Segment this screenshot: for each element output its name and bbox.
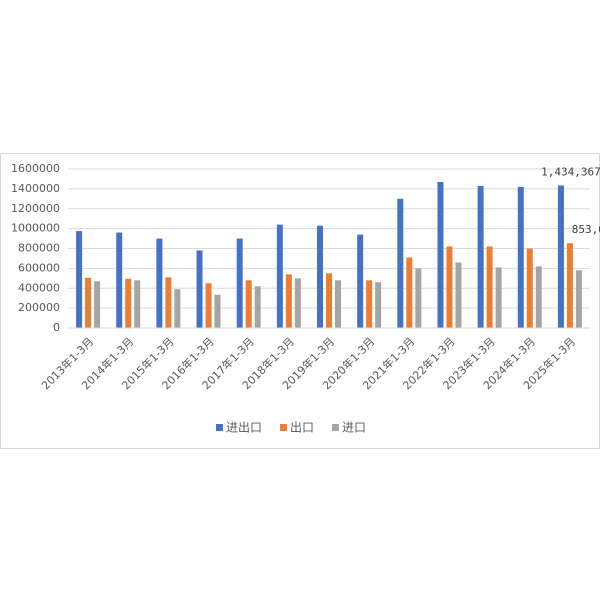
- y-tick-label: 600000: [18, 261, 60, 274]
- bar: [366, 280, 373, 328]
- bar: [397, 198, 404, 328]
- y-tick-label: 400000: [18, 281, 60, 294]
- bar: [94, 281, 101, 328]
- bar: [517, 186, 524, 328]
- y-tick-label: 1000000: [11, 222, 60, 235]
- bar: [245, 280, 252, 328]
- bar: [214, 294, 221, 328]
- bar: [437, 181, 444, 328]
- bar: [335, 280, 341, 328]
- bar: [557, 185, 564, 328]
- bar: [317, 225, 323, 328]
- bar: [254, 286, 261, 328]
- legend-label: 进出口: [226, 421, 262, 435]
- bar: [526, 248, 533, 328]
- bar: [535, 266, 542, 328]
- legend-swatch: [216, 424, 223, 431]
- bar: [236, 238, 243, 328]
- bar: [357, 234, 364, 328]
- bar: [125, 278, 132, 328]
- bar: [285, 274, 292, 328]
- bar: [415, 268, 422, 328]
- bar: [174, 289, 181, 328]
- bar: [134, 280, 141, 328]
- bar: [196, 250, 203, 328]
- bar: [294, 278, 301, 328]
- bar: [495, 267, 502, 328]
- y-tick-label: 800000: [18, 242, 60, 255]
- bar: [116, 232, 123, 328]
- bar: [276, 224, 283, 328]
- bar: [566, 243, 573, 328]
- y-tick-label: 1600000: [11, 162, 60, 175]
- bar: [575, 270, 582, 328]
- bar: [406, 257, 413, 328]
- bar: [446, 246, 453, 328]
- bar: [486, 246, 493, 328]
- legend-label: 进口: [342, 421, 366, 435]
- bar: [326, 273, 332, 328]
- data-label: 1,434,367: [541, 165, 600, 178]
- bar: [76, 231, 83, 328]
- y-tick-label: 0: [53, 321, 60, 334]
- bar: [165, 277, 172, 328]
- y-tick-label: 1400000: [11, 182, 60, 195]
- data-label: 853,667: [572, 223, 600, 236]
- bar: [375, 282, 382, 328]
- legend-label: 出口: [290, 421, 314, 435]
- bar: [205, 283, 212, 328]
- legend-swatch: [280, 424, 287, 431]
- bar: [156, 238, 163, 328]
- bar: [477, 185, 484, 328]
- bar: [455, 262, 462, 328]
- y-tick-label: 200000: [18, 301, 60, 314]
- legend-swatch: [332, 424, 339, 431]
- bar: [85, 277, 92, 328]
- y-tick-label: 1200000: [11, 202, 60, 215]
